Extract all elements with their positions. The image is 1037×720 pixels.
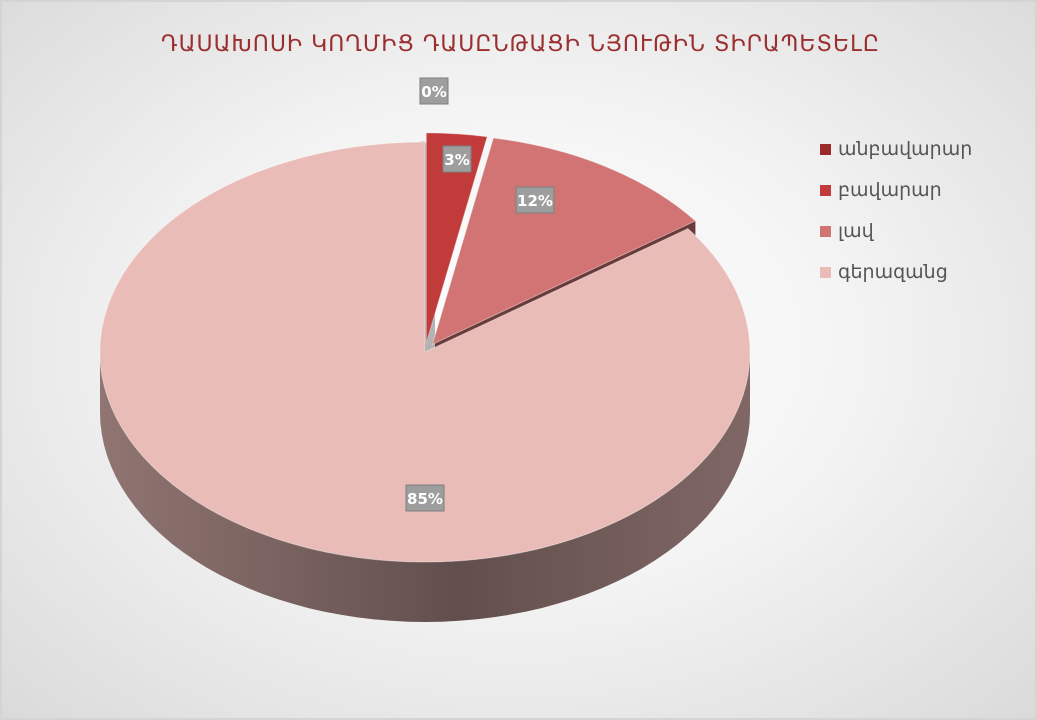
pie-slice-excellent [99,141,751,563]
legend-swatch [820,266,831,278]
legend-label: բավարար [838,179,942,201]
pie-slice-side-excellent [100,352,750,622]
pie-slice-good [431,137,697,346]
legend-label: անբավարար [838,138,973,160]
data-label-satisfactory: 3% [442,145,472,173]
legend-swatch [820,143,831,155]
legend-item-unsatisfactory: անբավարար [820,134,972,164]
chart-legend: անբավարար բավարար լավ գերազանց [820,134,972,298]
legend-swatch [820,225,831,237]
legend-item-satisfactory: բավարար [820,175,972,205]
svg-text:0%: 0% [421,83,446,101]
data-label-excellent: 85% [405,484,445,512]
legend-item-good: լավ [820,216,972,246]
data-label-unsatisfactory: 0% [419,77,449,105]
chart-title: ԴԱՍԱԽՈՍԻ ԿՈՂՄԻՑ ԴԱՍԸՆԹԱՑԻ ՆՅՈՒԹԻՆ ՏԻՐԱՊԵ… [161,32,880,57]
svg-text:3%: 3% [444,151,469,169]
svg-text:85%: 85% [407,490,443,508]
legend-item-excellent: գերազանց [820,257,972,287]
svg-text:12%: 12% [517,192,553,210]
pie-slice-satisfactory [425,132,488,344]
legend-swatch [820,184,831,196]
data-labels: 0% 3% 12% 85% [405,77,555,512]
legend-label: գերազանց [838,261,948,283]
data-label-good: 12% [515,186,555,214]
pie-slices [99,132,751,563]
legend-label: լավ [838,220,874,242]
